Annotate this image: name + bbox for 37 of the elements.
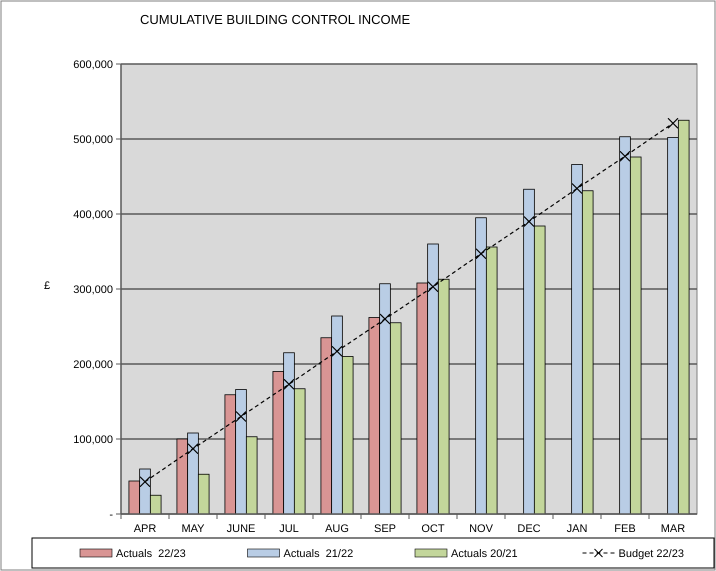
y-tick-label: 400,000	[73, 209, 113, 221]
point	[235, 410, 247, 422]
y-tick-label: -	[109, 509, 114, 521]
y-tick-label: 600,000	[73, 59, 113, 71]
legend-label: Actuals 22/23	[116, 548, 186, 560]
point	[619, 150, 631, 162]
point	[139, 476, 151, 488]
chart-title: CUMULATIVE BUILDING CONTROL INCOME	[140, 12, 410, 27]
y-tick-label: 500,000	[73, 134, 113, 146]
x-tick-label: MAY	[181, 523, 206, 535]
x-tick-label: FEB	[614, 523, 636, 535]
y-axis-title: £	[44, 280, 50, 292]
x-tick-label: JUL	[279, 523, 299, 535]
x-tick-label: APR	[134, 523, 156, 535]
x-tick-label: SEP	[374, 523, 396, 535]
point	[379, 313, 391, 325]
x-tick-label: OCT	[421, 523, 445, 535]
x-tick-label: JUNE	[226, 523, 256, 535]
y-tick-label: 300,000	[73, 284, 113, 296]
legend-label: Budget 22/23	[618, 548, 684, 560]
legend-label: Actuals 21/22	[284, 548, 354, 560]
legend-label: Actuals 20/21	[451, 548, 518, 560]
x-tick-label: JAN	[566, 523, 588, 535]
y-tick-label: 100,000	[73, 434, 113, 446]
x-tick-label: MAR	[660, 523, 686, 535]
point	[523, 216, 535, 228]
point	[571, 182, 583, 194]
point	[427, 281, 439, 292]
point	[187, 443, 199, 454]
point	[283, 378, 295, 390]
y-tick-label: 200,000	[73, 359, 113, 371]
point	[475, 248, 487, 260]
x-tick-label: AUG	[325, 523, 349, 535]
x-tick-label: DEC	[517, 523, 541, 535]
point	[667, 118, 679, 129]
x-tick-label: NOV	[469, 523, 494, 535]
point	[331, 346, 343, 357]
